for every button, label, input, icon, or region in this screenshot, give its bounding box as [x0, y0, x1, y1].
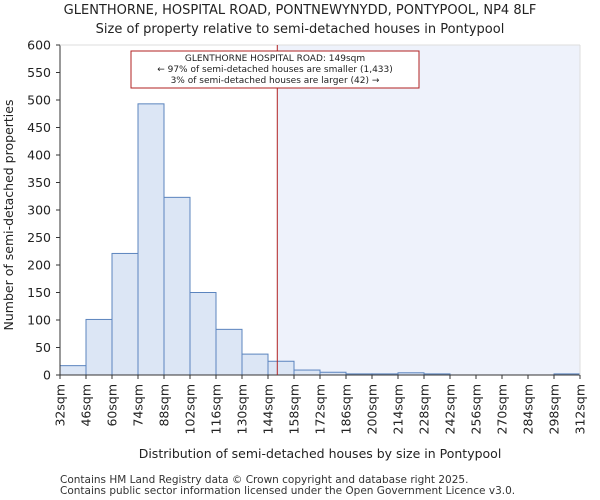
bars-layer	[59, 103, 581, 376]
shade-layer	[277, 45, 580, 375]
chart-subtitle: Size of property relative to semi-detach…	[96, 22, 505, 37]
x-tick-label-4: 88sqm	[157, 384, 172, 427]
annotation-frame	[130, 50, 420, 89]
y-tick-label-5: 250	[27, 230, 51, 245]
x-tick-label-16: 256sqm	[469, 384, 484, 434]
x-tick-label-20: 312sqm	[573, 384, 588, 434]
histogram-bar-0	[59, 365, 87, 376]
x-tick-label-3: 74sqm	[131, 384, 146, 427]
histogram-bar-9	[293, 369, 321, 376]
histogram-bar-3	[137, 103, 165, 376]
y-tick-label-3: 150	[27, 285, 51, 300]
x-ticks: 32sqm 46sqm 60sqm 74sqm 88sqm 102sqm 116sqm 130…	[53, 375, 588, 434]
y-tick-label-1: 50	[35, 340, 51, 355]
x-tick-label-7: 130sqm	[235, 384, 250, 434]
y-tick-label-4: 200	[27, 258, 51, 273]
histogram-bar-8	[267, 360, 295, 376]
y-tick-label-2: 100	[27, 313, 51, 328]
annotation-line-2: ← 97% of semi-detached houses are smalle…	[157, 65, 393, 75]
y-tick-label-9: 450	[27, 120, 51, 135]
x-tick-label-5: 102sqm	[183, 384, 198, 434]
x-tick-label-11: 186sqm	[339, 384, 354, 434]
histogram-bar-7	[241, 353, 269, 376]
histogram-bar-6	[215, 328, 243, 376]
x-tick-label-10: 172sqm	[313, 384, 328, 434]
annotation-box: GLENTHORNE HOSPITAL ROAD: 149sqm ← 97% o…	[130, 50, 420, 89]
x-tick-label-19: 298sqm	[547, 384, 562, 434]
x-tick-label-15: 242sqm	[443, 384, 458, 434]
chart-title: GLENTHORNE, HOSPITAL ROAD, PONTNEWYNYDD,…	[64, 3, 537, 18]
y-axis-label: Number of semi-detached properties	[1, 100, 16, 331]
y-tick-label-7: 350	[27, 175, 51, 190]
annotation-line-1: GLENTHORNE HOSPITAL ROAD: 149sqm	[185, 54, 365, 64]
x-tick-label-13: 214sqm	[391, 384, 406, 434]
x-tick-label-12: 200sqm	[365, 384, 380, 434]
x-tick-label-18: 284sqm	[521, 384, 536, 434]
y-ticks: 0 50 100 150 200 250 300 350 400 450 500 550 600	[27, 38, 60, 383]
footer-line-1: Contains HM Land Registry data © Crown c…	[60, 474, 468, 486]
x-tick-label-2: 60sqm	[105, 384, 120, 427]
x-tick-label-17: 270sqm	[495, 384, 510, 434]
histogram-bar-2	[111, 252, 139, 376]
larger-region-shade	[277, 45, 580, 375]
x-tick-label-8: 144sqm	[261, 384, 276, 434]
y-tick-label-8: 400	[27, 148, 51, 163]
x-tick-label-14: 228sqm	[417, 384, 432, 434]
footer-line-2: Contains public sector information licen…	[60, 485, 515, 497]
y-tick-label-12: 600	[27, 38, 51, 53]
histogram-bar-4	[163, 196, 191, 376]
x-tick-label-0: 32sqm	[53, 384, 68, 427]
annotation-line-3: 3% of semi-detached houses are larger (4…	[171, 76, 380, 86]
y-tick-label-11: 550	[27, 65, 51, 80]
x-tick-label-6: 116sqm	[209, 384, 224, 434]
y-tick-label-0: 0	[43, 368, 51, 383]
histogram-bar-1	[85, 318, 113, 376]
y-tick-label-6: 300	[27, 203, 51, 218]
x-tick-label-1: 46sqm	[79, 384, 94, 427]
x-axis-label: Distribution of semi-detached houses by …	[139, 446, 502, 461]
histogram-bar-5	[189, 292, 217, 376]
x-tick-label-9: 158sqm	[287, 384, 302, 434]
y-tick-label-10: 500	[27, 93, 51, 108]
